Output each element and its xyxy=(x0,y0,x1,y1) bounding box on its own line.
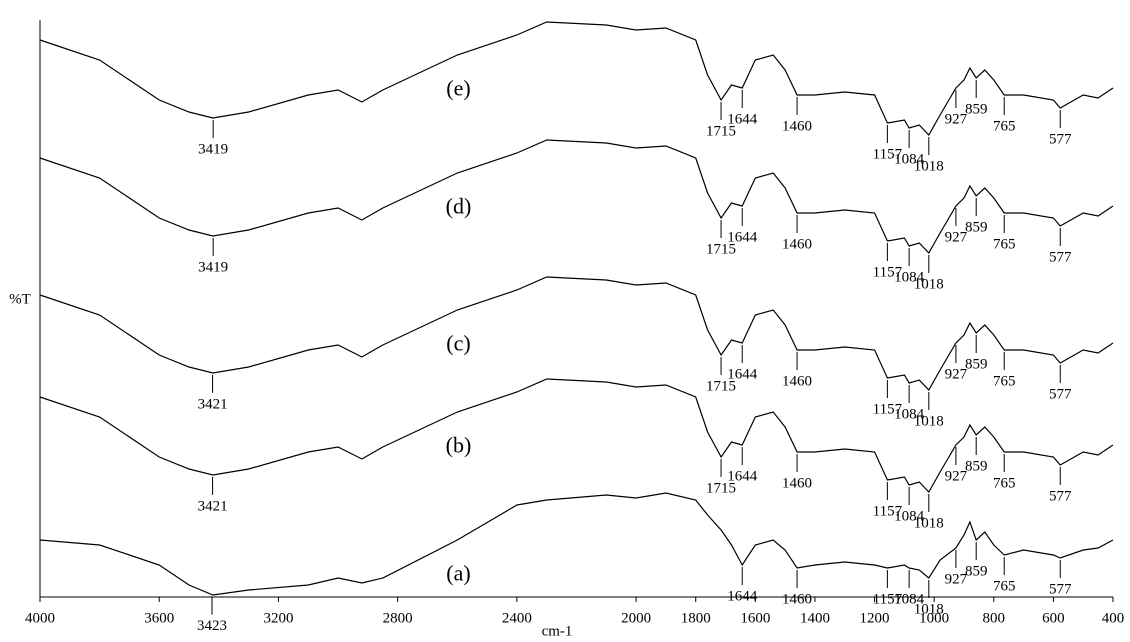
peak-label: 1644 xyxy=(727,588,758,604)
peak-label: 1018 xyxy=(914,515,944,531)
peak-label: 765 xyxy=(993,475,1016,491)
peak-label: 577 xyxy=(1049,249,1072,265)
peak-label: 1018 xyxy=(914,158,944,174)
peak-label: 577 xyxy=(1049,581,1072,597)
peak-label: 1460 xyxy=(782,373,812,389)
peak-label: 1460 xyxy=(782,118,812,134)
x-tick-label: 1600 xyxy=(740,610,770,626)
peak-label: 577 xyxy=(1049,488,1072,504)
peak-label: 859 xyxy=(965,219,988,235)
x-tick-label: 3600 xyxy=(144,610,174,626)
series-label: (b) xyxy=(446,433,472,458)
peak-label: 765 xyxy=(993,578,1016,594)
x-tick-label: 2000 xyxy=(621,610,651,626)
peak-label: 1644 xyxy=(727,111,758,127)
x-tick-label: 1800 xyxy=(681,610,711,626)
peak-label: 859 xyxy=(965,563,988,579)
series-label: (c) xyxy=(446,331,470,356)
x-tick-label: 3200 xyxy=(263,610,293,626)
series-label: (d) xyxy=(446,194,472,219)
x-tick-label: 400 xyxy=(1102,610,1125,626)
peak-label: 3419 xyxy=(198,259,228,275)
peak-label: 1018 xyxy=(914,413,944,429)
peak-label: 765 xyxy=(993,118,1016,134)
peak-label: 577 xyxy=(1049,131,1072,147)
series-label: (a) xyxy=(446,560,470,585)
x-tick-label: 600 xyxy=(1042,610,1065,626)
peak-label: 859 xyxy=(965,356,988,372)
peak-label: 1460 xyxy=(782,475,812,491)
peak-label: 765 xyxy=(993,236,1016,252)
peak-label: 3419 xyxy=(198,141,228,157)
x-tick-label: 1400 xyxy=(800,610,830,626)
peak-label: 3423 xyxy=(197,618,227,634)
peak-label: 1018 xyxy=(914,601,944,617)
peak-label: 1644 xyxy=(727,366,758,382)
x-tick-label: 2400 xyxy=(502,610,532,626)
x-tick-label: 4000 xyxy=(25,610,55,626)
peak-label: 1460 xyxy=(782,591,812,607)
y-axis-label: %T xyxy=(9,291,31,307)
peak-label: 859 xyxy=(965,458,988,474)
peak-label: 3421 xyxy=(198,396,228,412)
peak-label: 577 xyxy=(1049,386,1072,402)
series-label: (e) xyxy=(446,76,470,101)
peak-label: 1644 xyxy=(727,468,758,484)
chart: %T cm-1 4000 3600 3200 2800 2400 2000 1800 1600… xyxy=(0,0,1130,642)
peak-label: 1018 xyxy=(914,276,944,292)
x-tick-label: 2800 xyxy=(383,610,413,626)
x-tick-label: 800 xyxy=(983,610,1006,626)
peak-label: 765 xyxy=(993,373,1016,389)
x-axis-label: cm-1 xyxy=(542,623,573,639)
peak-label: 1644 xyxy=(727,229,758,245)
peak-label: 3421 xyxy=(198,498,228,514)
peak-label: 859 xyxy=(965,101,988,117)
peak-label: 1460 xyxy=(782,236,812,252)
x-tick-label: 1200 xyxy=(860,610,890,626)
